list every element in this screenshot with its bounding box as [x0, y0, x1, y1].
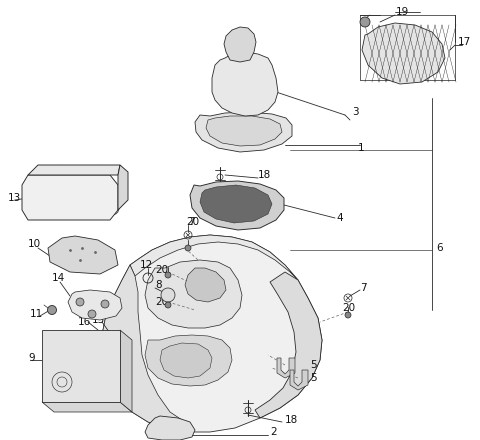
Polygon shape — [100, 235, 322, 432]
Text: 20: 20 — [155, 265, 168, 275]
Text: 7: 7 — [188, 217, 194, 227]
Polygon shape — [255, 272, 322, 418]
Polygon shape — [212, 52, 278, 116]
Text: 2: 2 — [270, 427, 276, 437]
Text: 4: 4 — [336, 213, 343, 223]
Polygon shape — [362, 23, 445, 84]
Circle shape — [88, 310, 96, 318]
Text: 8: 8 — [155, 280, 162, 290]
Text: 20: 20 — [342, 303, 355, 313]
Polygon shape — [145, 260, 242, 328]
Polygon shape — [290, 370, 308, 390]
Text: 20: 20 — [155, 297, 168, 307]
Circle shape — [48, 305, 57, 315]
Text: 7: 7 — [360, 283, 367, 293]
Polygon shape — [28, 165, 120, 175]
Text: 1: 1 — [358, 143, 365, 153]
Polygon shape — [100, 265, 185, 428]
Text: 3: 3 — [352, 107, 359, 117]
Text: 19: 19 — [396, 7, 409, 17]
Text: 10: 10 — [28, 239, 41, 249]
Polygon shape — [277, 358, 295, 378]
Polygon shape — [48, 236, 118, 274]
Text: 5: 5 — [310, 360, 317, 370]
Polygon shape — [68, 290, 122, 320]
Circle shape — [76, 298, 84, 306]
Text: 20: 20 — [186, 217, 199, 227]
Circle shape — [345, 312, 351, 318]
Polygon shape — [130, 235, 298, 280]
Text: 18: 18 — [285, 415, 298, 425]
Text: 17: 17 — [458, 37, 471, 47]
Polygon shape — [145, 416, 195, 440]
Text: 12: 12 — [140, 260, 153, 270]
Polygon shape — [118, 165, 128, 210]
Polygon shape — [200, 185, 272, 223]
Text: 16: 16 — [78, 317, 91, 327]
Text: 9: 9 — [28, 353, 35, 363]
Polygon shape — [42, 402, 132, 412]
Text: 15: 15 — [92, 315, 105, 325]
Text: 6: 6 — [436, 243, 443, 253]
Polygon shape — [224, 27, 256, 62]
Polygon shape — [185, 268, 226, 302]
Polygon shape — [145, 335, 232, 386]
Polygon shape — [190, 181, 284, 230]
Polygon shape — [195, 112, 292, 152]
Circle shape — [161, 288, 175, 302]
Text: 5: 5 — [310, 373, 317, 383]
Circle shape — [185, 245, 191, 251]
Circle shape — [101, 300, 109, 308]
Polygon shape — [22, 175, 118, 220]
Bar — [42, 330, 120, 402]
Text: 13: 13 — [8, 193, 21, 203]
Polygon shape — [120, 330, 132, 412]
Text: 14: 14 — [52, 273, 65, 283]
Polygon shape — [160, 343, 212, 378]
Polygon shape — [206, 116, 282, 146]
Circle shape — [360, 17, 370, 27]
Circle shape — [165, 302, 171, 308]
Text: 18: 18 — [258, 170, 271, 180]
Circle shape — [165, 272, 171, 278]
Text: 11: 11 — [30, 309, 43, 319]
